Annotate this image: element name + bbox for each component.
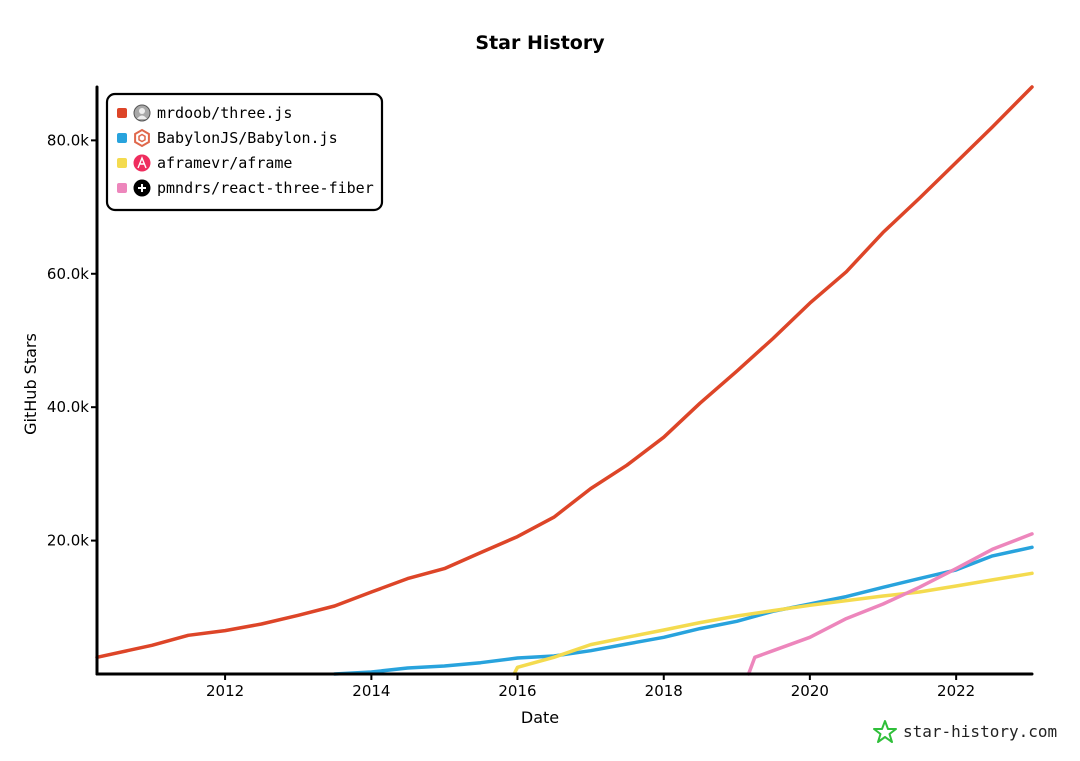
legend: mrdoob/three.js BabylonJS/Babylon.js afram… — [105, 92, 384, 212]
y-tick-label: 20.0k — [47, 532, 89, 550]
series-line-pmndrs-react-three-fiber — [746, 532, 1034, 676]
legend-swatch — [117, 183, 127, 193]
y-tick-label: 40.0k — [47, 398, 89, 416]
aframe-logo-icon — [133, 154, 151, 172]
legend-label: aframevr/aframe — [157, 154, 292, 172]
pmndrs-logo-icon — [133, 179, 151, 197]
legend-swatch — [117, 158, 127, 168]
legend-swatch — [117, 108, 127, 118]
x-axis-label: Date — [521, 708, 559, 727]
y-axis-label: GitHub Stars — [21, 333, 40, 435]
legend-swatch — [117, 133, 127, 143]
series-line-babylonjs-babylon-js — [332, 545, 1034, 676]
y-tick-label: 80.0k — [47, 131, 89, 149]
y-tick-label: 60.0k — [47, 265, 89, 283]
y-ticks: 20.0k 40.0k 60.0k 80.0k — [47, 131, 97, 550]
x-tick-label: 2016 — [498, 682, 536, 700]
legend-item-pmndrs-react-three-fiber: pmndrs/react-three-fiber — [117, 179, 374, 197]
watermark: star-history.com — [873, 720, 1057, 743]
x-tick-label: 2022 — [937, 682, 975, 700]
legend-item-aframevr-aframe: aframevr/aframe — [117, 154, 292, 172]
x-tick-label: 2018 — [645, 682, 683, 700]
x-tick-label: 2014 — [352, 682, 390, 700]
legend-label: BabylonJS/Babylon.js — [157, 129, 338, 147]
legend-label: mrdoob/three.js — [157, 104, 292, 122]
series-line-mrdoob-three-js — [95, 85, 1034, 660]
avatar-icon — [133, 104, 151, 122]
series-line-aframevr-aframe — [512, 571, 1034, 676]
legend-item-mrdoob-three-js: mrdoob/three.js — [117, 104, 292, 122]
babylon-logo-icon — [134, 128, 150, 148]
series-layer — [95, 85, 1034, 676]
legend-box — [105, 92, 384, 212]
watermark-text: star-history.com — [903, 722, 1057, 741]
x-ticks: 2012 2014 2016 2018 2020 2022 — [206, 674, 975, 700]
legend-label: pmndrs/react-three-fiber — [157, 179, 374, 197]
x-tick-label: 2020 — [791, 682, 829, 700]
legend-item-babylonjs-babylon-js: BabylonJS/Babylon.js — [117, 128, 338, 148]
chart-title: Star History — [475, 32, 605, 54]
star-logo-icon — [873, 720, 897, 743]
x-tick-label: 2012 — [206, 682, 244, 700]
